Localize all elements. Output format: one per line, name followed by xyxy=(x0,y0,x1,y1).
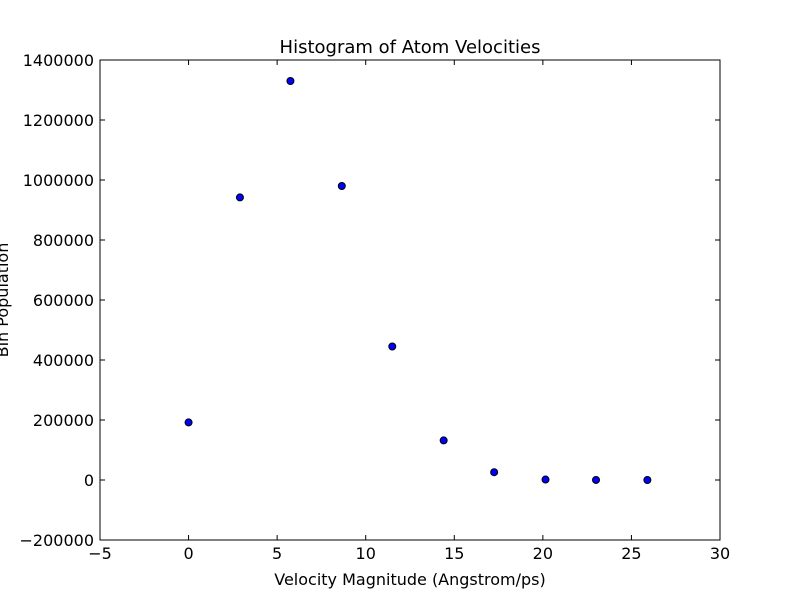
y-tick-label: 1400000 xyxy=(23,51,94,70)
x-tick-label: 10 xyxy=(356,544,376,563)
y-tick-label: −200000 xyxy=(20,531,94,550)
data-point xyxy=(643,476,652,484)
data-point xyxy=(541,475,550,484)
data-point xyxy=(490,468,499,477)
axis-ticks: −5 0 5 10 15 20 25 30 −200000 0 200000 400000 600000… xyxy=(20,51,731,563)
y-tick-label: 600000 xyxy=(33,291,94,310)
plot-area-frame xyxy=(99,59,721,541)
chart-title: Histogram of Atom Velocities xyxy=(280,37,541,58)
y-tick-label: 1000000 xyxy=(23,171,94,190)
x-tick-label: 30 xyxy=(710,544,730,563)
data-point xyxy=(388,342,397,351)
y-tick-label: 400000 xyxy=(33,351,94,370)
x-tick-label: −5 xyxy=(88,544,112,563)
data-point xyxy=(439,436,448,445)
x-tick-label: 5 xyxy=(272,544,282,563)
x-tick-label: 25 xyxy=(621,544,641,563)
y-tick-label: 200000 xyxy=(33,411,94,430)
data-point xyxy=(286,77,295,85)
data-point xyxy=(592,475,600,484)
data-point xyxy=(337,182,346,190)
data-point xyxy=(235,193,244,202)
x-tick-label: 0 xyxy=(183,544,193,563)
data-points xyxy=(184,77,652,484)
y-tick-label: 1200000 xyxy=(23,111,94,130)
x-tick-label: 20 xyxy=(533,544,553,563)
x-axis-label: Velocity Magnitude (Angstrom/ps) xyxy=(274,570,546,589)
y-tick-label: 0 xyxy=(84,471,94,490)
x-tick-label: 15 xyxy=(444,544,464,563)
y-tick-label: 800000 xyxy=(33,231,94,250)
data-point xyxy=(184,418,193,427)
y-axis-label: Bin Population xyxy=(0,243,12,358)
